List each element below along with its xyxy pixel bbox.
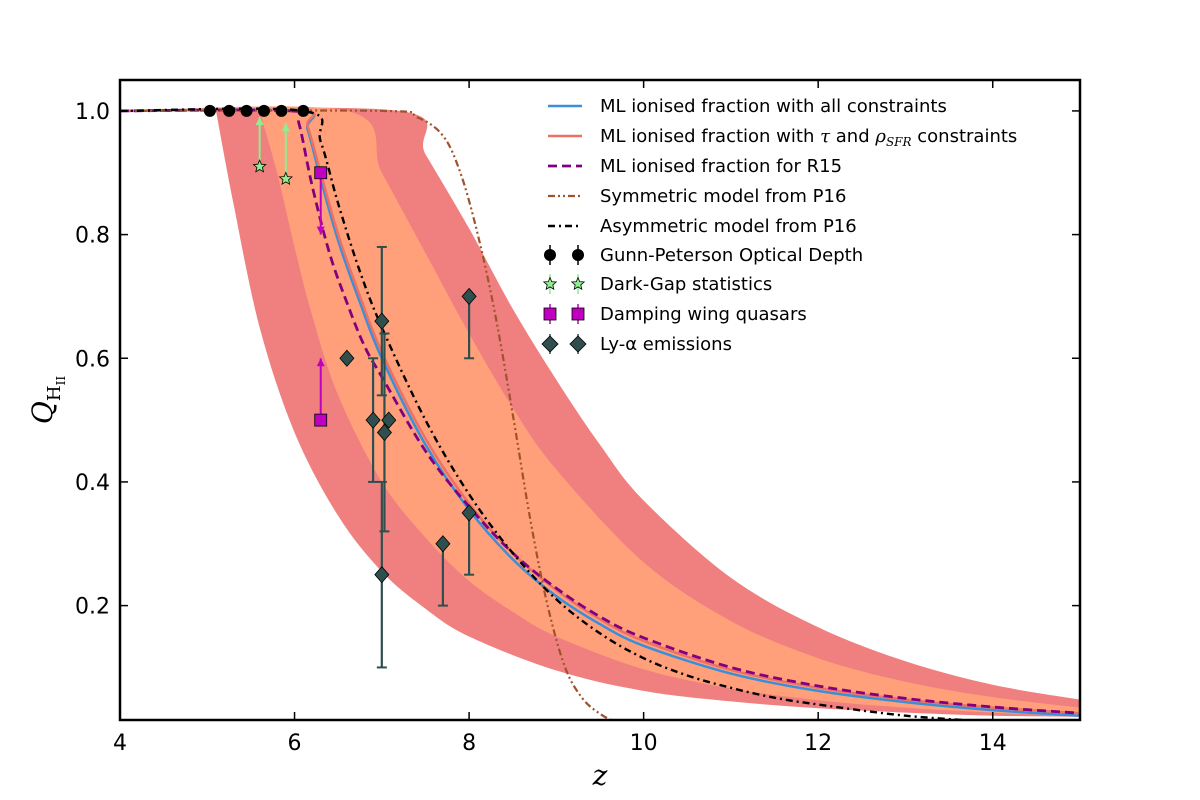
dark-gap-statistics-arrow-head xyxy=(255,117,264,126)
gunn-peterson-optical-depth-point-3 xyxy=(258,104,270,117)
ly-emissions-marker xyxy=(374,566,390,584)
ly-emissions-marker xyxy=(376,423,392,442)
damping-wing-quasars-point-0 xyxy=(314,166,328,235)
y-tick-label: 0.2 xyxy=(75,595,110,620)
ly-emissions-point-7 xyxy=(461,287,477,360)
dark-gap-statistics-marker xyxy=(252,159,267,173)
legend-label-r15: ML ionised fraction for R15 xyxy=(600,156,842,177)
legend-label-sym: Symmetric model from P16 xyxy=(600,186,846,207)
gunn-peterson-optical-depth-point-2 xyxy=(240,104,253,117)
gunn-peterson-optical-depth-point-0 xyxy=(203,104,216,117)
legend-sample-dg xyxy=(542,274,586,294)
x-tick-label: 4 xyxy=(113,731,127,756)
legend-sample-dw xyxy=(543,304,585,324)
observational-constraints xyxy=(203,104,477,669)
x-tick-label: 10 xyxy=(630,731,658,756)
damping-wing-quasars-arrow-head xyxy=(316,226,325,235)
ly-emissions-marker xyxy=(461,504,477,522)
gunn-peterson-optical-depth-marker xyxy=(203,104,216,117)
curve-asymmetric-model-from-p16 xyxy=(120,107,983,720)
band-1-sigma xyxy=(120,106,1080,716)
plot-frame xyxy=(118,78,1082,722)
svg-text:QHII: QHII xyxy=(26,376,68,424)
y-tick-label: 0.4 xyxy=(75,471,110,496)
dark-gap-statistics-arrow-head xyxy=(281,123,290,132)
ly-emissions-point-5 xyxy=(381,411,397,429)
y-tick-label: 1.0 xyxy=(75,100,110,125)
ly-emissions-marker xyxy=(374,312,390,330)
damping-wing-quasars-point-1 xyxy=(314,358,328,427)
ly-emissions-point-4 xyxy=(376,332,392,533)
axis-ticks: 4 6 8 10 12 14 0.2 0.4 0.6 0.8 1.0 xyxy=(75,80,1080,756)
ly-emissions-point-6 xyxy=(435,535,451,607)
ly-emissions-marker xyxy=(339,349,355,367)
legend-sample-gp xyxy=(544,245,584,265)
y-axis-label-subsub: II xyxy=(54,376,68,386)
legend: ML ionised fraction with all constraints… xyxy=(541,96,1017,355)
gunn-peterson-optical-depth-marker xyxy=(258,104,270,117)
legend-label-lya: Ly-α emissions xyxy=(600,334,732,355)
damping-wing-quasars-marker xyxy=(314,166,328,180)
ly-emissions-point-8 xyxy=(461,504,477,576)
x-tick-label: 12 xyxy=(804,731,832,756)
y-axis-label-main: Q xyxy=(26,401,59,424)
gunn-peterson-optical-depth-marker xyxy=(275,104,288,117)
legend-label-tau: ML ionised fraction with τ and ρSFR cons… xyxy=(600,126,1017,149)
legend-label-asym: Asymmetric model from P16 xyxy=(600,216,857,237)
gunn-peterson-optical-depth-marker xyxy=(297,104,310,117)
ly-emissions-marker xyxy=(365,411,381,429)
legend-sample-lya xyxy=(541,334,587,354)
x-tick-label: 6 xyxy=(288,731,302,756)
gunn-peterson-optical-depth-point-5 xyxy=(297,104,310,117)
ly-emissions-marker xyxy=(381,411,397,429)
legend-label-dw: Damping wing quasars xyxy=(600,304,807,325)
x-tick-label: 14 xyxy=(979,731,1007,756)
gunn-peterson-optical-depth-point-4 xyxy=(275,104,288,117)
dark-gap-statistics-marker xyxy=(278,171,294,186)
y-axis-label-sub: H xyxy=(44,385,65,401)
x-axis-label: z xyxy=(592,759,608,792)
dark-gap-statistics-point-0 xyxy=(252,117,267,173)
damping-wing-quasars-arrow-head xyxy=(316,358,325,367)
dark-gap-statistics-point-1 xyxy=(278,123,294,186)
damping-wing-quasars-marker xyxy=(314,413,328,427)
ly-emissions-point-0 xyxy=(339,349,355,367)
x-tick-label: 8 xyxy=(462,731,476,756)
curve-ml-ionised-fraction-with-all-constraints xyxy=(120,108,1080,717)
y-tick-label: 0.6 xyxy=(75,347,110,372)
ly-emissions-marker xyxy=(461,287,477,306)
ly-emissions-marker xyxy=(435,535,451,553)
ly-emissions-point-1 xyxy=(365,357,381,483)
legend-label-dg: Dark-Gap statistics xyxy=(600,274,772,295)
y-tick-label: 0.8 xyxy=(75,224,110,249)
gunn-peterson-optical-depth-marker xyxy=(223,104,236,117)
legend-label-gp: Gunn-Peterson Optical Depth xyxy=(600,245,863,266)
ly-emissions-point-2 xyxy=(374,245,390,397)
gunn-peterson-optical-depth-marker xyxy=(240,104,253,117)
y-axis-label: QHII xyxy=(26,376,68,424)
legend-label-all: ML ionised fraction with all constraints xyxy=(600,96,947,117)
gunn-peterson-optical-depth-point-1 xyxy=(223,104,236,117)
confidence-bands xyxy=(120,106,1080,717)
